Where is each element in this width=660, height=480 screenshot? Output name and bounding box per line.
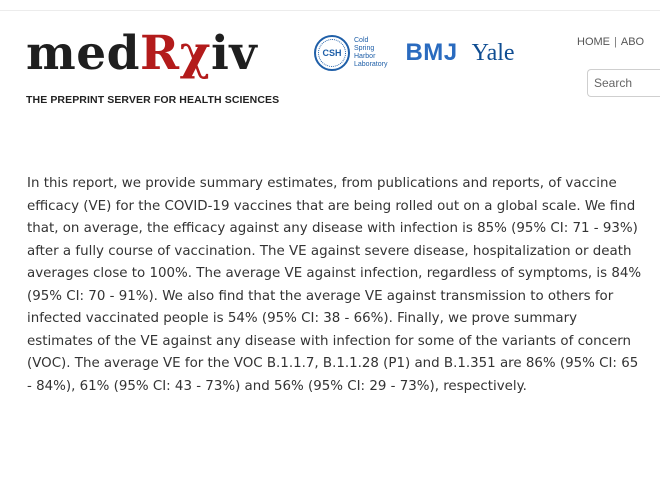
site-tagline: THE PREPRINT SERVER FOR HEALTH SCIENCES xyxy=(26,94,280,106)
csh-seal-icon: CSH xyxy=(314,35,350,71)
yale-logo[interactable]: Yale xyxy=(471,39,515,66)
logo-text-iv: iv xyxy=(210,26,258,81)
nav-about-link[interactable]: ABO xyxy=(620,36,645,48)
logo-text-med: med xyxy=(26,26,140,81)
csh-monogram: CSH xyxy=(318,39,346,67)
csh-logo[interactable]: CSH Cold Spring Harbor Laboratory xyxy=(314,35,387,71)
top-divider xyxy=(0,10,660,11)
partner-logos: CSH Cold Spring Harbor Laboratory BMJ Ya… xyxy=(314,30,515,76)
medrxiv-logo[interactable]: medRχiv xyxy=(26,28,286,80)
nav-home-link[interactable]: HOME xyxy=(577,36,610,48)
logo-text-r: R xyxy=(140,26,180,81)
top-nav: HOME | ABO xyxy=(577,36,644,48)
abstract-text: In this report, we provide summary estim… xyxy=(27,176,642,394)
csh-wordmark: Cold Spring Harbor Laboratory xyxy=(354,37,388,68)
site-branding: medRχiv THE PREPRINT SERVER FOR HEALTH S… xyxy=(26,28,286,107)
logo-text-chi: χ xyxy=(179,26,211,81)
bmj-logo[interactable]: BMJ xyxy=(405,39,458,66)
nav-separator: | xyxy=(614,36,617,48)
search-input[interactable] xyxy=(587,69,660,97)
